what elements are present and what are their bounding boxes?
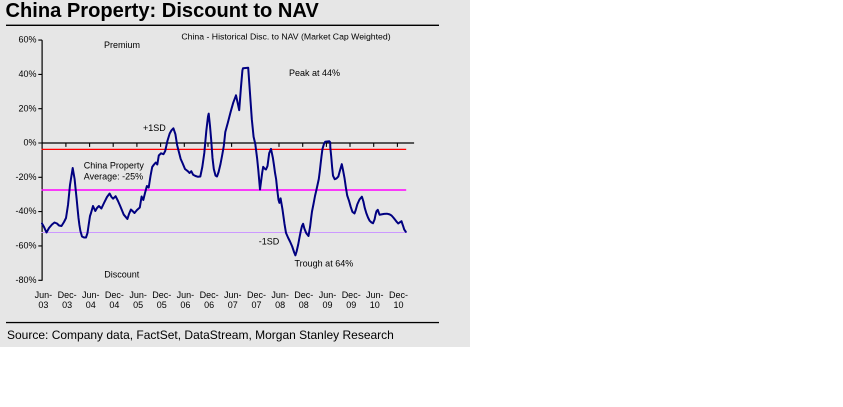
svg-text:07: 07 [228, 300, 238, 310]
svg-text:Jun-: Jun- [224, 290, 242, 300]
svg-text:04: 04 [86, 300, 96, 310]
svg-text:China Property: Discount to NA: China Property: Discount to NAV [6, 0, 320, 22]
svg-text:Dec-: Dec- [105, 290, 124, 300]
svg-text:-80%: -80% [15, 275, 36, 285]
svg-text:Jun-: Jun- [366, 290, 384, 300]
svg-text:Dec-: Dec- [247, 290, 266, 300]
svg-text:Jun-: Jun- [82, 290, 100, 300]
svg-text:05: 05 [133, 300, 143, 310]
svg-text:Premium: Premium [104, 40, 140, 50]
svg-text:09: 09 [322, 300, 332, 310]
svg-text:Jun-: Jun- [271, 290, 289, 300]
svg-text:08: 08 [299, 300, 309, 310]
svg-text:06: 06 [180, 300, 190, 310]
svg-text:-20%: -20% [15, 172, 36, 182]
svg-text:40%: 40% [18, 69, 36, 79]
svg-text:China - Historical Disc. to NA: China - Historical Disc. to NAV (Market … [181, 31, 390, 41]
svg-text:Trough at 64%: Trough at 64% [295, 259, 354, 269]
svg-text:05: 05 [157, 300, 167, 310]
svg-text:10: 10 [393, 300, 403, 310]
svg-text:Dec-: Dec- [389, 290, 408, 300]
svg-text:20%: 20% [18, 103, 36, 113]
svg-text:+1SD: +1SD [143, 123, 166, 133]
svg-text:China Property: China Property [84, 160, 145, 170]
svg-text:Dec-: Dec- [342, 290, 361, 300]
svg-text:Jun-: Jun- [319, 290, 337, 300]
svg-text:-60%: -60% [15, 241, 36, 251]
svg-text:Jun-: Jun- [129, 290, 147, 300]
svg-text:Dec-: Dec- [152, 290, 171, 300]
svg-text:Dec-: Dec- [58, 290, 77, 300]
svg-text:Source: Company data, FactSet,: Source: Company data, FactSet, DataStrea… [7, 328, 394, 342]
svg-text:03: 03 [62, 300, 72, 310]
svg-text:Jun-: Jun- [177, 290, 195, 300]
svg-text:60%: 60% [18, 35, 36, 45]
svg-text:Dec-: Dec- [294, 290, 313, 300]
svg-text:10: 10 [370, 300, 380, 310]
svg-text:07: 07 [251, 300, 261, 310]
svg-text:Average: -25%: Average: -25% [84, 171, 143, 181]
svg-text:-1SD: -1SD [259, 237, 280, 247]
svg-text:0%: 0% [23, 138, 36, 148]
svg-text:Dec-: Dec- [200, 290, 219, 300]
svg-text:-40%: -40% [15, 206, 36, 216]
svg-text:Discount: Discount [104, 270, 140, 280]
svg-text:08: 08 [275, 300, 285, 310]
svg-text:09: 09 [346, 300, 356, 310]
svg-text:Peak at 44%: Peak at 44% [289, 68, 340, 78]
svg-text:04: 04 [109, 300, 119, 310]
svg-text:Jun-: Jun- [35, 290, 53, 300]
svg-text:06: 06 [204, 300, 214, 310]
svg-text:03: 03 [38, 300, 48, 310]
